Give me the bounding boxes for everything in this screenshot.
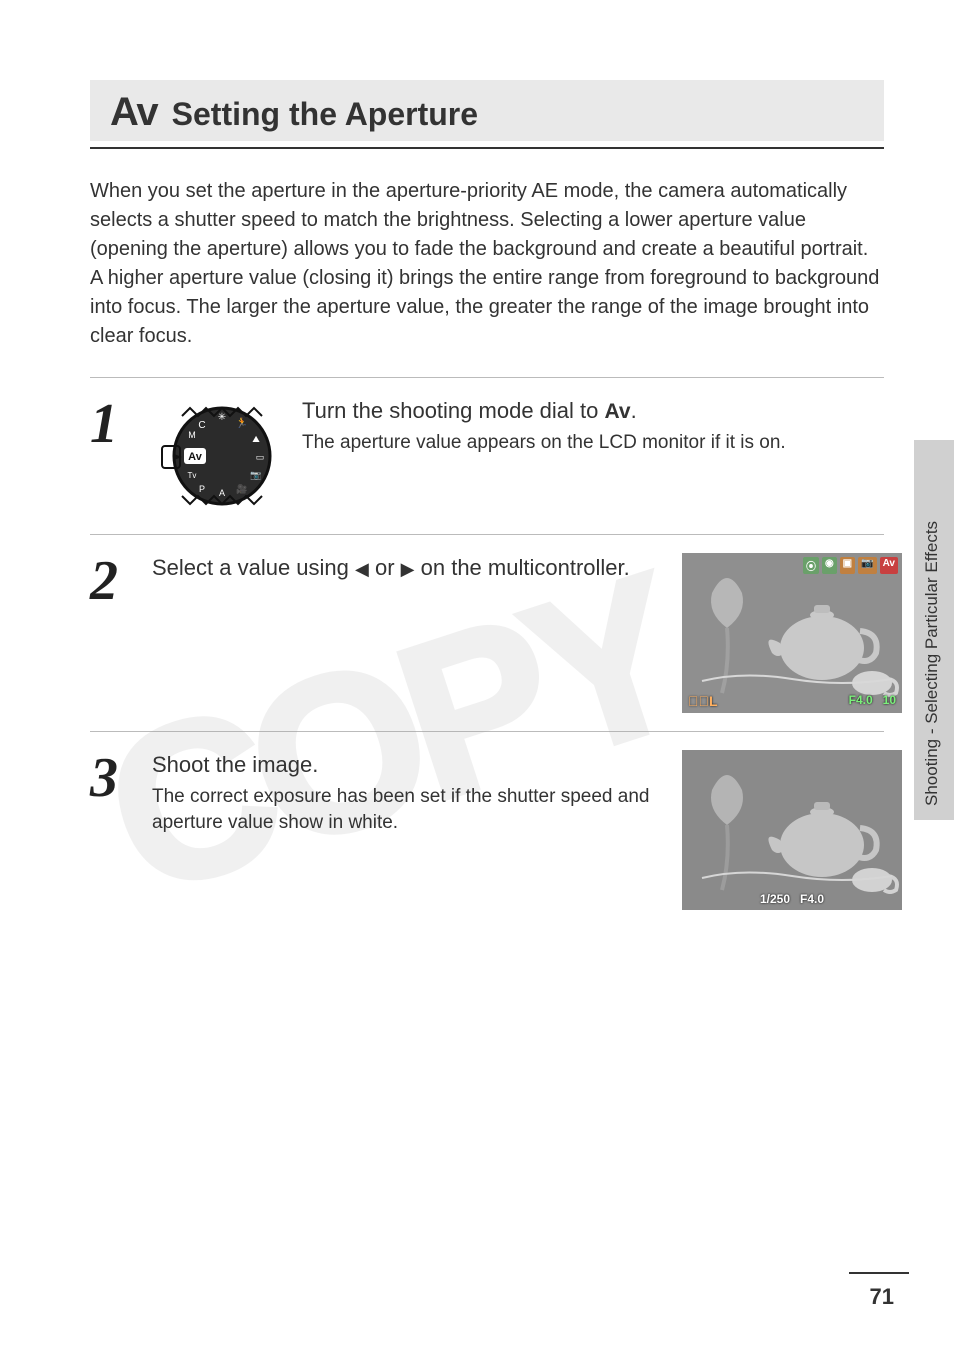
title-underline bbox=[90, 147, 884, 149]
step-2-heading: Select a value using ◀ or ▶ on the multi… bbox=[152, 553, 662, 583]
step-2-head-pre: Select a value using bbox=[152, 555, 355, 580]
step-1-heading: Turn the shooting mode dial to Av. bbox=[302, 396, 786, 426]
preview-fstop: F4.0 bbox=[849, 693, 873, 709]
step-2-mid: or bbox=[369, 555, 401, 580]
svg-text:A: A bbox=[219, 488, 225, 498]
preview-top-icons: ⦿ ◉ ▣ 📷 Av bbox=[803, 557, 898, 574]
step-2-head-post: on the multicontroller. bbox=[415, 555, 630, 580]
step-number: 3 bbox=[90, 750, 132, 910]
page-number-rule bbox=[849, 1272, 909, 1274]
svg-text:Av: Av bbox=[188, 451, 203, 463]
step-1-head-pre: Turn the shooting mode dial to bbox=[302, 398, 604, 423]
title-text: Setting the Aperture bbox=[172, 96, 478, 133]
preview-shutter: 1/250 bbox=[760, 892, 790, 906]
svg-text:M: M bbox=[188, 430, 196, 440]
camera-icon: 📷 bbox=[858, 557, 876, 574]
page-number: 71 bbox=[870, 1284, 894, 1310]
svg-text:📷: 📷 bbox=[250, 470, 261, 480]
step-number: 2 bbox=[90, 553, 132, 713]
section-thumb-tab: Shooting - Selecting Particular Effects bbox=[914, 440, 954, 820]
step-1-head-post: . bbox=[631, 398, 637, 423]
section-label: Shooting - Selecting Particular Effects bbox=[914, 440, 950, 820]
mode-badge: Av bbox=[880, 557, 898, 574]
step-2-preview: ⦿ ◉ ▣ 📷 Av �⃞L F4.0 10 bbox=[682, 553, 902, 713]
step-3-sub: The correct exposure has been set if the… bbox=[152, 784, 662, 837]
preview-shots-left: 10 bbox=[883, 693, 896, 709]
icon-badge: ▣ bbox=[840, 557, 855, 574]
step-3-heading: Shoot the image. bbox=[152, 750, 662, 780]
step-1: 1 Av C ✳ bbox=[90, 378, 884, 534]
preview-fstop: F4.0 bbox=[800, 892, 824, 906]
step-1-head-symbol: Av bbox=[604, 400, 630, 423]
svg-text:🎥: 🎥 bbox=[236, 483, 247, 494]
step-3: 3 Shoot the image. The correct exposure … bbox=[90, 732, 884, 928]
step-3-preview: 1/250 F4.0 bbox=[682, 750, 902, 910]
svg-text:⛰: ⛰ bbox=[252, 434, 260, 444]
title-band: Av Setting the Aperture bbox=[90, 80, 884, 141]
right-arrow-icon: ▶ bbox=[401, 559, 415, 579]
svg-text:Tv: Tv bbox=[188, 471, 197, 480]
svg-text:🏃: 🏃 bbox=[236, 416, 248, 429]
step-number: 1 bbox=[90, 396, 132, 516]
left-arrow-icon: ◀ bbox=[355, 559, 369, 579]
step-1-sub: The aperture value appears on the LCD mo… bbox=[302, 430, 786, 457]
title-mode-symbol: Av bbox=[110, 90, 158, 135]
preview-size-icon: �⃞L bbox=[688, 693, 718, 709]
svg-text:▭: ▭ bbox=[256, 452, 265, 462]
step-2: 2 Select a value using ◀ or ▶ on the mul… bbox=[90, 535, 884, 731]
svg-text:C: C bbox=[198, 420, 205, 431]
icon-badge: ◉ bbox=[822, 557, 837, 574]
svg-text:✳: ✳ bbox=[218, 412, 226, 423]
mode-dial-icon: Av C ✳ 🏃 ⛰ ▭ 📷 🎥 A P Tv M bbox=[152, 396, 282, 516]
svg-text:P: P bbox=[199, 484, 205, 494]
icon-badge: ⦿ bbox=[803, 557, 819, 574]
intro-paragraph: When you set the aperture in the apertur… bbox=[90, 177, 884, 351]
